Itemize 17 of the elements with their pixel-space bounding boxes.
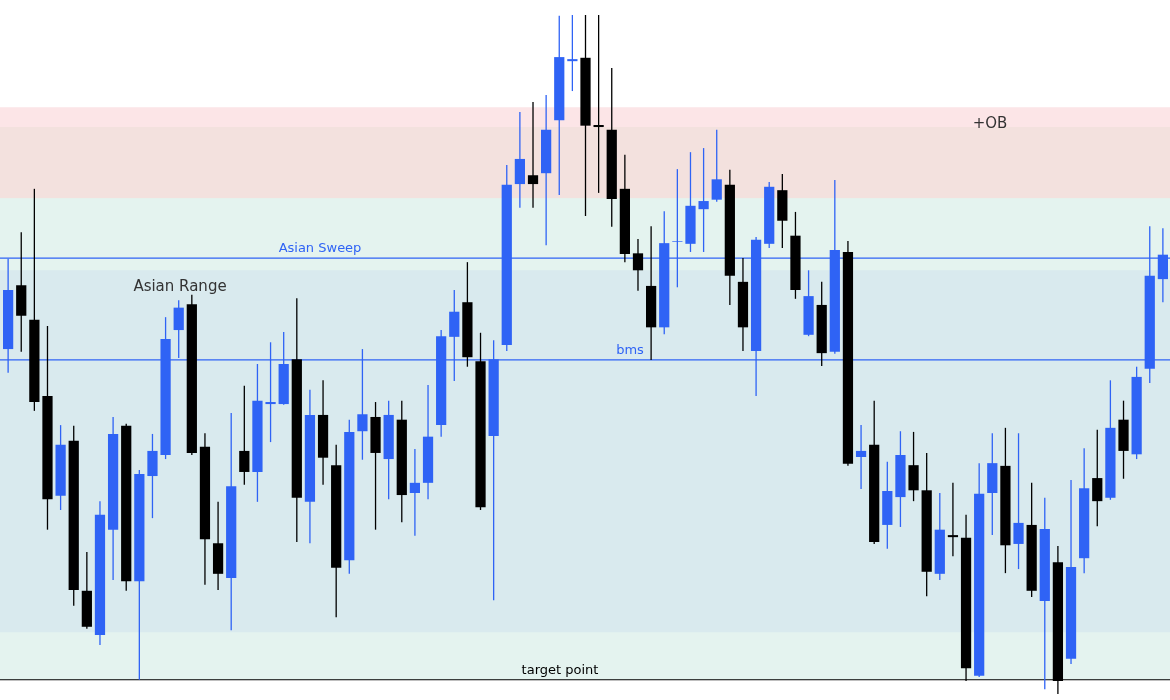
ref-line-label: target point	[521, 661, 599, 677]
candlestick	[947, 482, 959, 557]
candlestick	[1013, 432, 1024, 570]
candlestick	[855, 424, 867, 490]
band-label: Asian Range	[133, 277, 227, 296]
candlestick	[711, 129, 722, 203]
candlestick	[593, 14, 604, 194]
candlestick	[567, 14, 578, 92]
ref-line-label: bms	[616, 341, 645, 357]
band-label: +OB	[972, 114, 1008, 133]
ref-line-label: Asian Sweep	[278, 240, 362, 256]
candlestick	[698, 147, 709, 253]
candlestick	[239, 385, 250, 486]
candlestick	[1092, 429, 1103, 527]
candlestick	[527, 101, 539, 209]
candlestick	[632, 238, 644, 292]
candlestick	[409, 448, 421, 537]
